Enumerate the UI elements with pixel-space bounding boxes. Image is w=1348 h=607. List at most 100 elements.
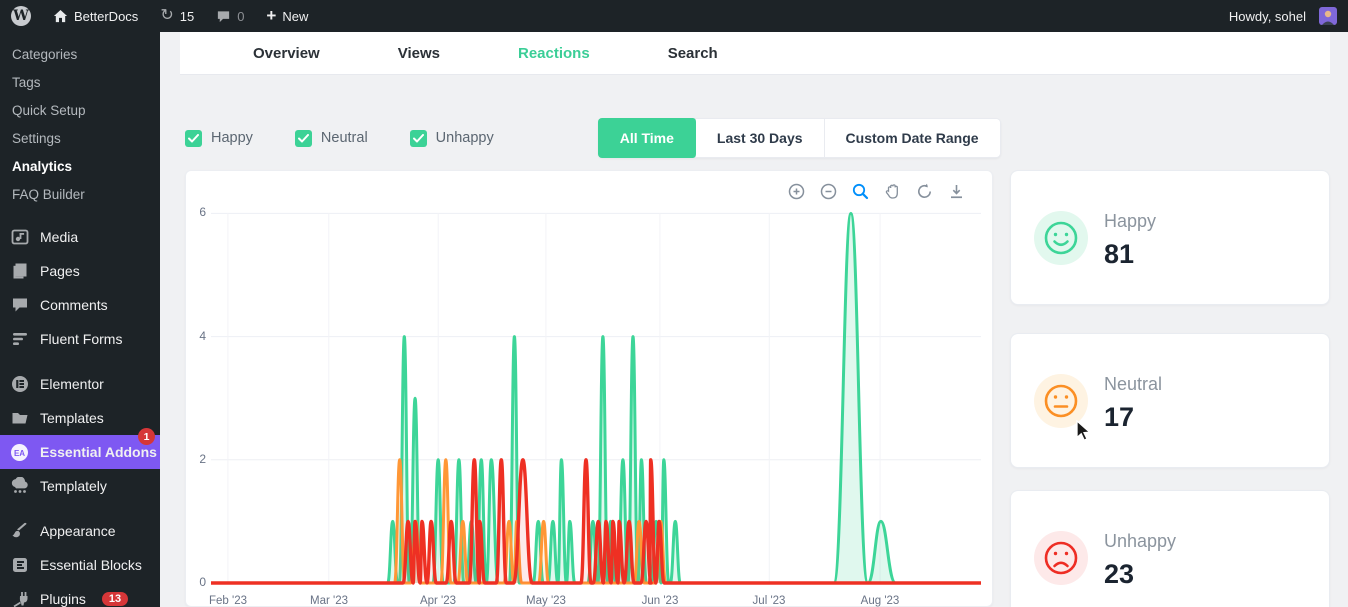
y-axis-tick: 4 bbox=[186, 329, 206, 343]
sidebar-item-label: Analytics bbox=[12, 159, 72, 174]
selection-zoom-icon[interactable] bbox=[851, 182, 869, 200]
zoom-out-icon[interactable] bbox=[819, 182, 837, 200]
x-axis-tick: Feb '23 bbox=[202, 595, 254, 607]
admin-sidebar: Categories Tags Quick Setup Settings Analyti… bbox=[0, 32, 160, 607]
zoom-in-icon[interactable] bbox=[787, 182, 805, 200]
sidebar-item-label: Fluent Forms bbox=[40, 331, 122, 347]
fluent-icon bbox=[9, 329, 30, 350]
stat-label: Neutral bbox=[1104, 374, 1162, 395]
sidebar-item-label: Essential Blocks bbox=[40, 557, 142, 573]
appearance-icon bbox=[9, 521, 30, 542]
site-name: BetterDocs bbox=[74, 9, 138, 24]
reactions-chart-card: 0246Feb '23Mar '23Apr '23May '23Jun '23J… bbox=[185, 170, 993, 607]
x-axis-tick: Aug '23 bbox=[854, 595, 906, 607]
y-axis-tick: 0 bbox=[186, 575, 206, 589]
range-button-all-time[interactable]: All Time bbox=[598, 118, 697, 158]
checkbox-label: Happy bbox=[211, 130, 253, 146]
y-axis-tick: 2 bbox=[186, 452, 206, 466]
sidebar-item-appearance[interactable]: Appearance bbox=[0, 514, 160, 548]
sidebar-item-label: Appearance bbox=[40, 523, 116, 539]
sidebar-item-essential-blocks[interactable]: Essential Blocks bbox=[0, 548, 160, 582]
sidebar-item-templates[interactable]: Templates bbox=[0, 401, 160, 435]
checkbox-unhappy[interactable]: Unhappy bbox=[410, 130, 494, 147]
stat-card-unhappy: Unhappy23 bbox=[1010, 490, 1330, 607]
wordpress-logo-icon: W bbox=[11, 6, 31, 26]
sidebar-item-templately[interactable]: Templately bbox=[0, 469, 160, 503]
betterdocs-submenu: Categories Tags Quick Setup Settings Analyti… bbox=[0, 32, 160, 220]
updates-count: 15 bbox=[180, 9, 194, 24]
sidebar-item-analytics[interactable]: Analytics bbox=[0, 152, 160, 180]
updates-indicator[interactable]: ↻ 15 bbox=[149, 0, 205, 32]
pan-icon[interactable] bbox=[883, 182, 901, 200]
sidebar-item-label: Comments bbox=[40, 297, 108, 313]
sidebar-item-settings[interactable]: Settings bbox=[0, 124, 160, 152]
sidebar-item-label: Elementor bbox=[40, 376, 104, 392]
sidebar-item-label: Categories bbox=[12, 47, 77, 62]
x-axis-tick: Jul '23 bbox=[743, 595, 795, 607]
wordpress-menu[interactable]: W bbox=[0, 0, 42, 32]
new-content-menu[interactable]: + New bbox=[255, 0, 319, 32]
sidebar-item-label: Pages bbox=[40, 263, 80, 279]
comments-indicator[interactable]: 0 bbox=[205, 0, 255, 32]
howdy-menu[interactable]: Howdy, sohel bbox=[1218, 0, 1348, 32]
stat-value: 81 bbox=[1104, 239, 1134, 270]
x-axis-tick: Apr '23 bbox=[412, 595, 464, 607]
count-badge: 13 bbox=[102, 592, 128, 606]
templately-icon bbox=[9, 476, 30, 497]
plus-icon: + bbox=[266, 7, 276, 24]
comments-icon bbox=[9, 295, 30, 316]
reset-icon[interactable] bbox=[915, 182, 933, 200]
sidebar-item-essential-addons[interactable]: EAEssential Addons1 bbox=[0, 435, 160, 469]
series-checkbox-group: Happy Neutral Unhappy bbox=[185, 130, 536, 147]
sidebar-item-media[interactable]: Media bbox=[0, 220, 160, 254]
sidebar-item-fluent-forms[interactable]: Fluent Forms bbox=[0, 322, 160, 356]
date-range-buttons: All TimeLast 30 DaysCustom Date Range bbox=[598, 118, 1001, 158]
checkbox-label: Neutral bbox=[321, 130, 368, 146]
tab-reactions[interactable]: Reactions bbox=[479, 45, 629, 62]
checkbox-neutral[interactable]: Neutral bbox=[295, 130, 368, 147]
sidebar-item-label: Essential Addons bbox=[40, 444, 157, 460]
checkbox-checked-icon bbox=[185, 130, 202, 147]
tab-search[interactable]: Search bbox=[629, 45, 757, 62]
x-axis-tick: May '23 bbox=[520, 595, 572, 607]
stat-card-neutral: Neutral 17 bbox=[1010, 333, 1330, 468]
sidebar-item-pages[interactable]: Pages bbox=[0, 254, 160, 288]
checkbox-checked-icon bbox=[295, 130, 312, 147]
sidebar-item-label: Quick Setup bbox=[12, 103, 86, 118]
howdy-text: Howdy, sohel bbox=[1229, 9, 1306, 24]
sidebar-item-quick-setup[interactable]: Quick Setup bbox=[0, 96, 160, 124]
stat-value: 17 bbox=[1104, 402, 1134, 433]
tab-views[interactable]: Views bbox=[359, 45, 479, 62]
sidebar-item-faq-builder[interactable]: FAQ Builder bbox=[0, 180, 160, 208]
sidebar-item-plugins[interactable]: Plugins13 bbox=[0, 582, 160, 607]
stat-card-happy: Happy 81 bbox=[1010, 170, 1330, 305]
tab-overview[interactable]: Overview bbox=[214, 45, 359, 62]
happy-face-icon bbox=[1034, 211, 1088, 265]
range-button-last-30-days[interactable]: Last 30 Days bbox=[696, 119, 825, 157]
checkbox-label: Unhappy bbox=[436, 130, 494, 146]
unhappy-face-icon bbox=[1034, 531, 1088, 585]
chart-toolbar bbox=[787, 182, 965, 200]
sidebar-item-label: Templately bbox=[40, 478, 107, 494]
site-name-menu[interactable]: BetterDocs bbox=[42, 0, 149, 32]
updates-icon: ↻ bbox=[160, 8, 173, 24]
range-button-custom-date-range[interactable]: Custom Date Range bbox=[825, 119, 1000, 157]
chart-filters: Happy Neutral Unhappy All TimeLast 30 Days… bbox=[185, 118, 1001, 158]
download-icon[interactable] bbox=[947, 182, 965, 200]
chart-plot[interactable] bbox=[211, 211, 981, 589]
mouse-cursor bbox=[1076, 420, 1092, 442]
sidebar-item-categories[interactable]: Categories bbox=[0, 40, 160, 68]
sidebar-item-label: FAQ Builder bbox=[12, 187, 85, 202]
checkbox-happy[interactable]: Happy bbox=[185, 130, 253, 147]
sidebar-item-tags[interactable]: Tags bbox=[0, 68, 160, 96]
sidebar-item-label: Settings bbox=[12, 131, 61, 146]
sidebar-item-label: Tags bbox=[12, 75, 41, 90]
sidebar-item-comments[interactable]: Comments bbox=[0, 288, 160, 322]
stat-label: Unhappy bbox=[1104, 531, 1176, 552]
home-icon bbox=[53, 9, 68, 24]
sidebar-item-label: Templates bbox=[40, 410, 104, 426]
plugins-icon bbox=[9, 589, 30, 607]
sidebar-item-elementor[interactable]: Elementor bbox=[0, 367, 160, 401]
stat-label: Happy bbox=[1104, 211, 1156, 232]
elementor-icon bbox=[9, 374, 30, 395]
